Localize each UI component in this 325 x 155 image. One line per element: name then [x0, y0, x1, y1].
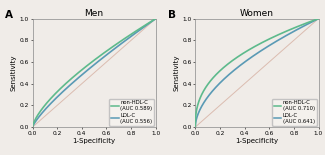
Legend: non-HDL-C
(AUC 0.710), LDL-C
(AUC 0.641): non-HDL-C (AUC 0.710), LDL-C (AUC 0.641): [272, 99, 317, 126]
Y-axis label: Sensitivity: Sensitivity: [174, 55, 180, 91]
X-axis label: 1-Specificity: 1-Specificity: [72, 138, 116, 144]
Title: Women: Women: [240, 9, 274, 18]
Legend: non-HDL-C
(AUC 0.589), LDL-C
(AUC 0.556): non-HDL-C (AUC 0.589), LDL-C (AUC 0.556): [110, 99, 154, 126]
Text: B: B: [168, 10, 176, 20]
Text: A: A: [6, 10, 13, 20]
Title: Men: Men: [84, 9, 104, 18]
Y-axis label: Sensitivity: Sensitivity: [11, 55, 17, 91]
X-axis label: 1-Specificity: 1-Specificity: [235, 138, 279, 144]
